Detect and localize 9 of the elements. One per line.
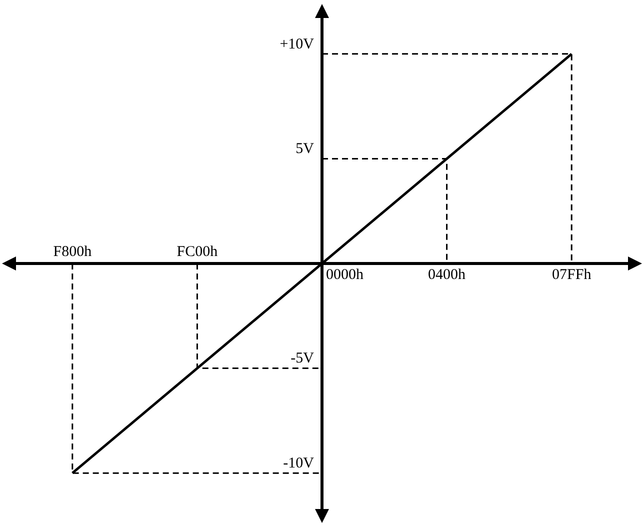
y-tick-label: 5V [296,141,314,158]
y-tick-label: -5V [290,350,314,367]
x-tick-label: 0400h [428,266,466,283]
y-tick-label: +10V [280,36,314,52]
y-tick-label: -10V [283,456,314,472]
x-tick-label: FC00h [176,244,218,260]
x-tick-label: 07FFh [552,266,592,283]
x-tick-label: F800h [53,244,92,260]
x-tick-label: 0000h [326,266,364,283]
